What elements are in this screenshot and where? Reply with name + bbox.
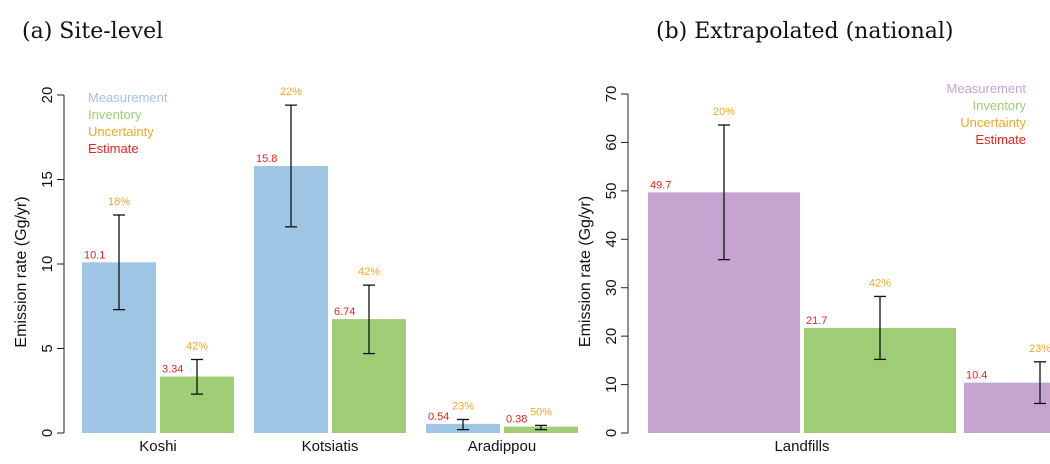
y-tick-label: 70 xyxy=(603,86,620,103)
legend-item-uncertainty: Uncertainty xyxy=(960,115,1026,130)
uncertainty-label: 22% xyxy=(280,86,302,98)
panel-site-level: (a) Site-level 0 5 10 15 20 Emission rate (Gg/… xyxy=(13,19,578,455)
estimate-label: 21.7 xyxy=(806,315,827,327)
uncertainty-label: 42% xyxy=(186,340,208,352)
category-label: Koshi xyxy=(139,438,177,455)
uncertainty-label: 18% xyxy=(108,196,130,208)
estimate-label: 0.38 xyxy=(506,414,527,426)
bar-measurement xyxy=(964,382,1050,433)
category-label: Kotsiatis xyxy=(302,438,359,455)
y-axis-label: Emission rate (Gg/yr) xyxy=(13,196,30,347)
legend-item-estimate: Estimate xyxy=(88,141,139,156)
uncertainty-label: 23% xyxy=(452,400,474,412)
uncertainty-label: 50% xyxy=(530,406,552,418)
uncertainty-label: 20% xyxy=(713,106,735,118)
estimate-label: 49.7 xyxy=(650,179,671,191)
y-axis-label: Emission rate (Gg/yr) xyxy=(577,196,594,347)
estimate-label: 10.1 xyxy=(84,249,105,261)
y-tick-label: 0 xyxy=(39,429,56,437)
estimate-label: 6.74 xyxy=(334,306,355,318)
panel-extrapolated-national: (b) Extrapolated (national) 0 10 20 30 40 50 60… xyxy=(577,19,1050,455)
uncertainty-label: 42% xyxy=(869,277,891,289)
y-tick-label: 10 xyxy=(603,376,620,393)
uncertainty-label: 42% xyxy=(358,266,380,278)
y-tick-label: 0 xyxy=(603,429,620,437)
estimate-label: 10.4 xyxy=(966,370,987,382)
legend-item-inventory: Inventory xyxy=(88,107,142,122)
y-tick-label: 60 xyxy=(603,134,620,151)
y-tick-label: 20 xyxy=(39,87,56,104)
y-tick-label: 10 xyxy=(39,256,56,273)
y-tick-label: 15 xyxy=(39,171,56,188)
legend-item-measurement: Measurement xyxy=(88,90,168,105)
y-tick-label: 20 xyxy=(603,328,620,345)
uncertainty-label: 23% xyxy=(1029,343,1050,355)
category-label: Aradippou xyxy=(468,438,536,455)
estimate-label: 3.34 xyxy=(162,364,183,376)
panel-title: (a) Site-level xyxy=(22,19,163,44)
estimate-label: 0.54 xyxy=(428,411,449,423)
y-tick-label: 50 xyxy=(603,183,620,200)
y-tick-label: 30 xyxy=(603,279,620,296)
panel-title: (b) Extrapolated (national) xyxy=(656,19,954,44)
legend-item-estimate: Estimate xyxy=(975,132,1026,147)
y-tick-label: 40 xyxy=(603,231,620,248)
legend-item-uncertainty: Uncertainty xyxy=(88,124,154,139)
legend-item-inventory: Inventory xyxy=(973,98,1027,113)
category-label: Landfills xyxy=(774,438,829,455)
estimate-label: 15.8 xyxy=(256,153,277,165)
y-tick-label: 5 xyxy=(39,344,56,352)
legend-item-measurement: Measurement xyxy=(947,81,1027,96)
